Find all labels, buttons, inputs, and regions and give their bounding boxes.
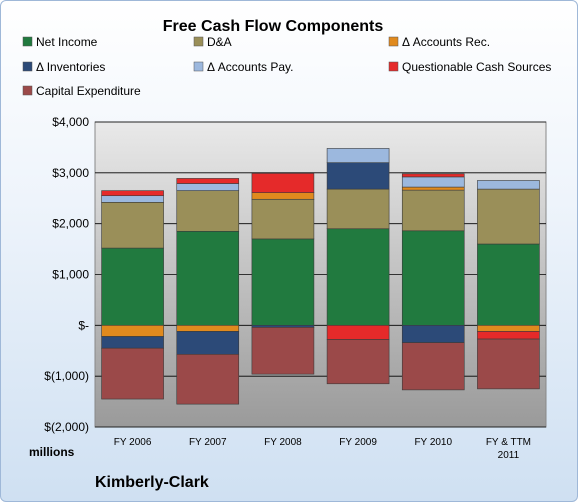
bar-segment	[101, 347, 164, 400]
legend-entry: Δ Accounts Pay.	[207, 60, 294, 74]
bar-segment	[477, 180, 540, 190]
gridlines	[95, 121, 546, 428]
legend-swatch	[388, 36, 399, 47]
bar-segment	[176, 325, 240, 332]
legend-swatch	[22, 36, 33, 47]
x-tick-label: FY 2009	[339, 437, 377, 448]
legend-entry: Δ Accounts Rec.	[402, 35, 490, 49]
bar-segment	[101, 247, 164, 326]
bar-segment	[176, 190, 240, 232]
legend-swatch	[193, 36, 204, 47]
bar-segment	[101, 195, 164, 203]
legend-swatch	[22, 85, 33, 96]
bar-segment	[101, 325, 164, 337]
bar-segment	[251, 238, 315, 326]
x-axis-ticks: FY 2006 FY 2007 FY 2008 FY 2009 FY 2010 FY & …	[114, 437, 531, 461]
legend: Net Income D&A Δ Accounts Rec. Δ Inventorie…	[22, 35, 551, 98]
x-tick-label: FY 2007	[189, 437, 227, 448]
legend-swatch	[388, 61, 399, 72]
bar-segment	[101, 202, 164, 249]
x-tick-label: FY & TTM 2011	[486, 437, 531, 461]
bar-segment	[176, 178, 240, 184]
x-tick-label: FY 2010	[414, 437, 452, 448]
legend-entry: Capital Expenditure	[36, 84, 141, 98]
y-tick-label: $(1,000)	[44, 369, 89, 383]
bar-segment	[401, 189, 465, 232]
y-axis-ticks: $4,000 $3,000 $2,000 $1,000 $- $(1,000) $(2,00…	[44, 115, 89, 434]
bar-segment	[401, 186, 465, 191]
bar-segment	[477, 243, 540, 326]
bar-segment	[477, 188, 540, 245]
bar-segment	[401, 325, 465, 343]
chart-title: Free Cash Flow Components	[163, 18, 384, 35]
legend-entry: Questionable Cash Sources	[402, 60, 551, 74]
company-name: Kimberly-Clark	[95, 474, 209, 491]
bar-segment	[477, 338, 540, 390]
bar-segment	[477, 325, 540, 332]
bar-segment	[251, 198, 315, 240]
bar-segment	[401, 176, 465, 188]
y-tick-label: $3,000	[52, 166, 89, 180]
y-tick-label: $2,000	[52, 217, 89, 231]
bar-segment	[326, 339, 390, 385]
bar-segment	[176, 354, 240, 405]
bar-segment	[176, 230, 240, 326]
y-tick-label: $(2,000)	[44, 420, 89, 434]
bar-segment	[477, 331, 540, 340]
x-tick-label: FY 2008	[264, 437, 302, 448]
bar-segment	[101, 336, 164, 349]
bar-segment	[401, 173, 465, 178]
bar-segment	[251, 173, 315, 193]
bar-segment	[251, 327, 315, 375]
legend-swatch	[22, 61, 33, 72]
bar-segment	[326, 228, 390, 326]
bar-segment	[251, 325, 315, 328]
bar-segment	[326, 188, 390, 230]
legend-entry: Δ Inventories	[36, 60, 105, 74]
legend-entry: Net Income	[36, 35, 98, 49]
bar-segment	[401, 230, 465, 326]
bar-segment	[326, 325, 390, 340]
bars	[101, 148, 540, 405]
legend-swatch	[193, 61, 204, 72]
x-tick-label: FY 2006	[114, 437, 152, 448]
bar-segment	[326, 162, 390, 190]
y-tick-label: $1,000	[52, 268, 89, 282]
y-tick-label: $4,000	[52, 115, 89, 129]
bar-segment	[251, 192, 315, 200]
bar-segment	[101, 190, 164, 197]
y-tick-label: $-	[78, 318, 89, 332]
unit-label: millions	[29, 445, 75, 459]
legend-entry: D&A	[207, 35, 232, 49]
bar-segment	[326, 148, 390, 163]
bar-segment	[401, 342, 465, 391]
bar-segment	[176, 331, 240, 355]
bar-segment	[176, 183, 240, 191]
